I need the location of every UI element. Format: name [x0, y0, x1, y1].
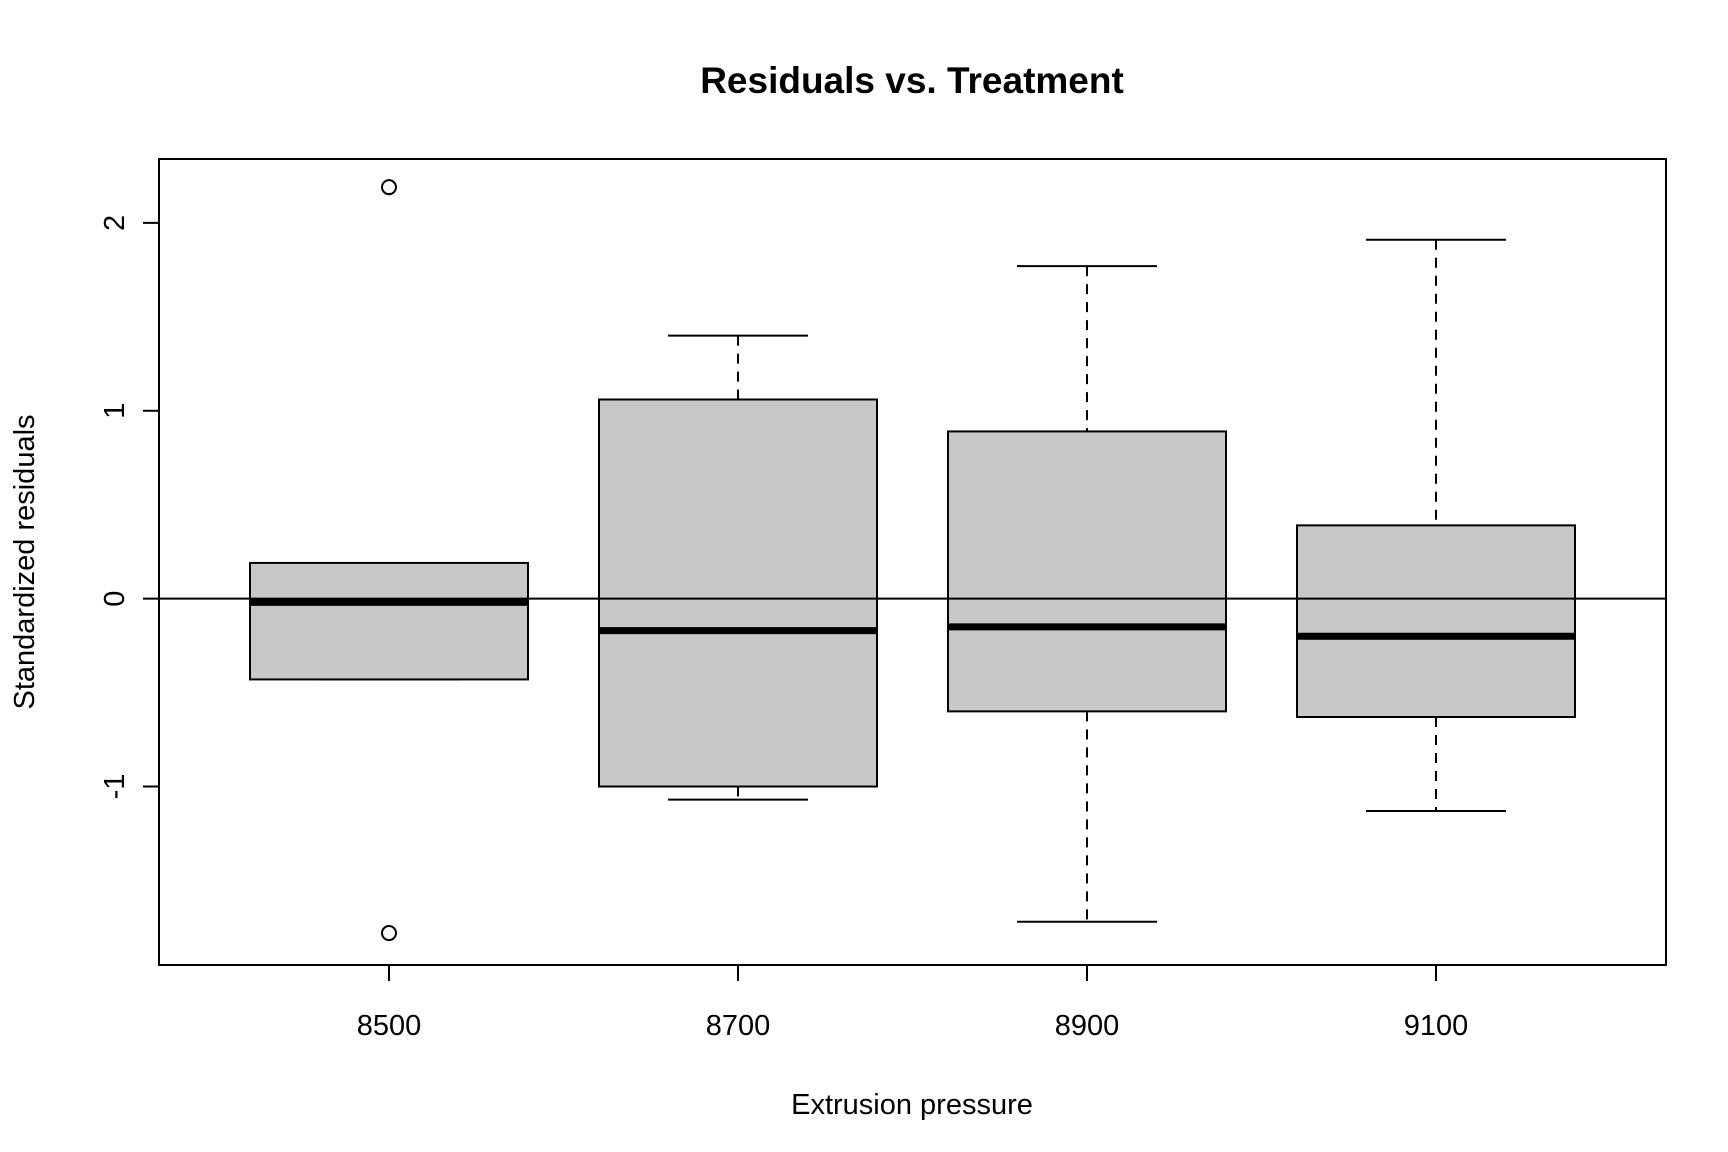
box-8700: [598, 334, 878, 801]
outlier-point: [381, 179, 397, 196]
boxes-group: [249, 179, 1576, 942]
y-axis-label: Standardized residuals: [9, 414, 41, 709]
iqr-box: [598, 398, 878, 788]
y-tick-label: 1: [99, 403, 131, 419]
iqr-box: [1296, 524, 1576, 719]
y-tick-label: -1: [99, 774, 131, 800]
y-tick-label: 0: [99, 591, 131, 607]
x-tick-label: 8500: [357, 1010, 422, 1042]
outlier-point: [381, 925, 397, 942]
box-9100: [1296, 238, 1576, 812]
chart-title: Residuals vs. Treatment: [700, 60, 1124, 101]
box-8500: [249, 179, 529, 942]
iqr-box: [947, 430, 1227, 713]
x-axis-label: Extrusion pressure: [791, 1089, 1033, 1121]
y-axis: -1 0 1 2: [99, 215, 159, 800]
plot-frame: [158, 158, 1667, 966]
x-tick-label: 8700: [706, 1010, 771, 1042]
x-tick-label: 9100: [1404, 1010, 1469, 1042]
y-tick-label: 2: [99, 215, 131, 231]
box-8900: [947, 265, 1227, 923]
iqr-box: [249, 561, 529, 681]
x-tick-label: 8900: [1055, 1010, 1120, 1042]
x-axis: 8500 8700 8900 9100: [357, 965, 1469, 1042]
